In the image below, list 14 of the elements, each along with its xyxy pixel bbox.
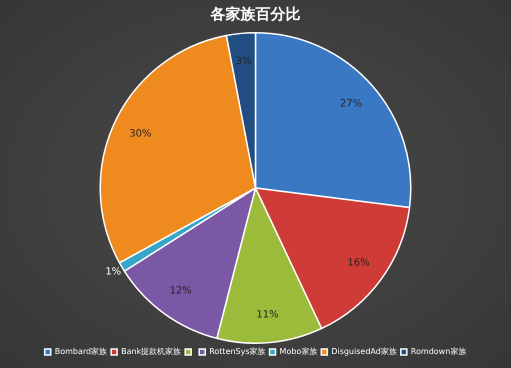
data-label: 12% — [170, 286, 192, 297]
legend-label: Bombard家族 — [54, 347, 108, 356]
data-label: 30% — [129, 128, 152, 140]
legend-label: RottenSys家族 — [209, 347, 266, 356]
chart-title: 各家族百分比 — [210, 4, 300, 23]
data-label: 1% — [105, 266, 122, 278]
data-label: 3% — [236, 56, 252, 67]
legend-label: DisguisedAd家族 — [331, 347, 397, 356]
legend-label: Bank提款机家族 — [121, 347, 182, 356]
data-label: 16% — [347, 257, 370, 268]
data-label: 11% — [256, 309, 279, 320]
data-label: 27% — [340, 98, 362, 110]
legend-label: Mobo家族 — [280, 347, 318, 356]
legend-label: Romdown家族 — [410, 347, 466, 356]
